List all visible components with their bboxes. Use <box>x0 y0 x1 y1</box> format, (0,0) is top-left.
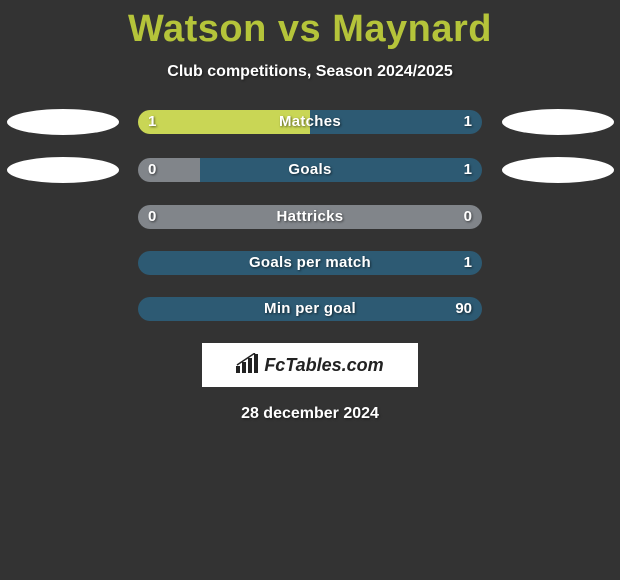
ellipse-icon <box>502 157 614 183</box>
left-ellipse-slot <box>5 109 120 135</box>
ellipse-icon <box>7 109 119 135</box>
stat-row: Goals01 <box>0 157 620 183</box>
bar-segment-right <box>310 110 482 134</box>
stat-row: Min per goal90 <box>0 297 620 321</box>
right-ellipse-slot <box>500 109 615 135</box>
stat-row: Hattricks00 <box>0 205 620 229</box>
stat-bar: Min per goal90 <box>138 297 482 321</box>
ellipse-icon <box>7 157 119 183</box>
page-title: Watson vs Maynard <box>0 0 620 51</box>
stats-container: Matches11 Goals01 Hattricks00 Goals per mat… <box>0 109 620 321</box>
bar-segment-left <box>138 205 482 229</box>
bar-segment-left <box>138 110 310 134</box>
stat-row: Goals per match1 <box>0 251 620 275</box>
logo-text: FcTables.com <box>264 355 383 376</box>
stat-bar: Goals per match1 <box>138 251 482 275</box>
left-ellipse-slot <box>5 157 120 183</box>
bar-segment-right <box>138 251 482 275</box>
date-line: 28 december 2024 <box>0 405 620 423</box>
right-ellipse-slot <box>500 157 615 183</box>
stat-row: Matches11 <box>0 109 620 135</box>
logo-box: FcTables.com <box>202 343 418 387</box>
bar-segment-left <box>138 158 200 182</box>
subtitle: Club competitions, Season 2024/2025 <box>0 63 620 81</box>
bar-segment-right <box>138 297 482 321</box>
stat-bar: Matches11 <box>138 110 482 134</box>
stat-bar: Hattricks00 <box>138 205 482 229</box>
ellipse-icon <box>502 109 614 135</box>
stat-bar: Goals01 <box>138 158 482 182</box>
bar-segment-right <box>200 158 482 182</box>
chart-icon <box>236 353 258 378</box>
